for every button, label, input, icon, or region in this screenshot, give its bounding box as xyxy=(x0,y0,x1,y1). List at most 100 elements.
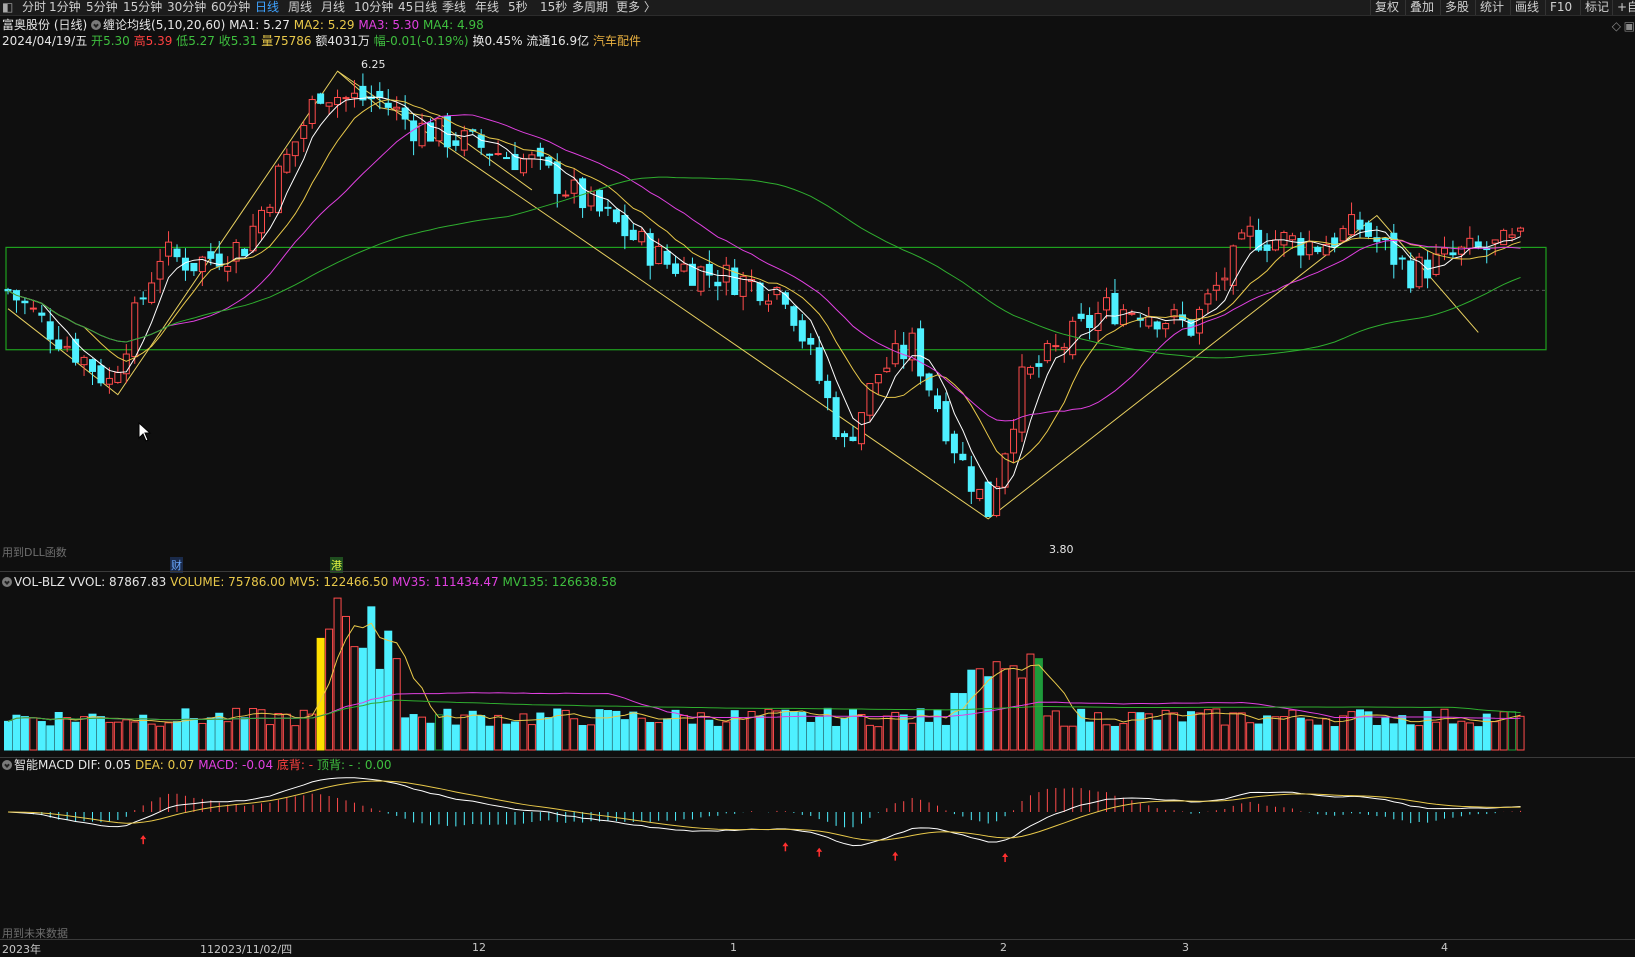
volume-bar[interactable] xyxy=(1347,711,1356,751)
tool-button-3[interactable]: 统计 xyxy=(1475,0,1508,15)
volume-bar[interactable] xyxy=(612,710,621,751)
candle[interactable] xyxy=(621,204,629,250)
candle[interactable] xyxy=(765,293,772,312)
candle[interactable] xyxy=(950,430,958,464)
volume-bar[interactable] xyxy=(232,707,241,751)
candle[interactable] xyxy=(1508,228,1516,242)
volume-bar[interactable] xyxy=(595,709,604,751)
volume-bar[interactable] xyxy=(1465,722,1474,751)
indicator-name[interactable]: 缠论均线(5,10,20,60) xyxy=(103,18,226,32)
volume-bar[interactable] xyxy=(629,711,638,751)
volume-bar[interactable] xyxy=(274,713,283,751)
volume-bar[interactable] xyxy=(409,714,418,751)
period-tab-1[interactable]: 1分钟 xyxy=(49,0,81,14)
candle[interactable] xyxy=(1128,309,1136,316)
candle[interactable] xyxy=(1398,255,1406,270)
candle[interactable] xyxy=(1010,418,1018,464)
period-tab-0[interactable]: 分时 xyxy=(22,0,47,14)
volume-bar[interactable] xyxy=(1077,708,1086,751)
volume-bar[interactable] xyxy=(215,712,224,751)
volume-bar[interactable] xyxy=(874,726,883,751)
candle[interactable] xyxy=(114,365,122,384)
candle[interactable] xyxy=(655,238,663,265)
volume-bar[interactable] xyxy=(553,708,562,751)
volume-bar[interactable] xyxy=(1254,723,1263,751)
candle[interactable] xyxy=(350,79,358,108)
candle[interactable] xyxy=(824,374,832,411)
volume-bar[interactable] xyxy=(536,712,545,751)
volume-bar[interactable] xyxy=(882,715,891,751)
candle[interactable] xyxy=(908,327,916,372)
candle[interactable] xyxy=(1229,244,1237,295)
candle[interactable] xyxy=(97,358,105,387)
candle[interactable] xyxy=(1364,220,1372,240)
candle[interactable] xyxy=(105,367,113,394)
volume-bar[interactable] xyxy=(375,668,384,751)
candle[interactable] xyxy=(587,186,595,211)
volume-bar[interactable] xyxy=(282,713,291,751)
volume-bar[interactable] xyxy=(1474,726,1483,751)
candle[interactable] xyxy=(1238,229,1246,240)
candle[interactable] xyxy=(815,336,823,385)
volume-bar[interactable] xyxy=(147,723,156,751)
volume-bar[interactable] xyxy=(426,722,435,751)
period-tab-5[interactable]: 60分钟 xyxy=(211,0,251,14)
candle[interactable] xyxy=(249,213,257,253)
candle[interactable] xyxy=(1288,232,1296,249)
candle[interactable] xyxy=(553,153,561,208)
candle[interactable] xyxy=(80,355,88,376)
volume-bar[interactable] xyxy=(857,713,866,751)
volume-bar[interactable] xyxy=(730,710,739,751)
window-icon[interactable]: ▣ xyxy=(1623,19,1635,33)
candle[interactable] xyxy=(1162,322,1170,338)
candle[interactable] xyxy=(21,297,29,315)
volume-bar[interactable] xyxy=(620,719,629,751)
candle[interactable] xyxy=(1103,287,1110,319)
volume-bar[interactable] xyxy=(1060,725,1069,751)
volume-bar[interactable] xyxy=(1144,713,1153,751)
candle[interactable] xyxy=(891,330,899,368)
volume-bar[interactable] xyxy=(840,717,849,751)
volume-bar[interactable] xyxy=(198,722,207,751)
candle[interactable] xyxy=(1204,288,1212,314)
candle[interactable] xyxy=(976,488,984,502)
volume-bar[interactable] xyxy=(249,708,258,751)
candle[interactable] xyxy=(401,95,409,130)
volume-bar[interactable] xyxy=(1364,711,1373,751)
candle[interactable] xyxy=(596,188,603,217)
volume-bar[interactable] xyxy=(772,710,781,751)
volume-bar[interactable] xyxy=(1203,709,1212,751)
volume-bar[interactable] xyxy=(460,714,469,751)
candle[interactable] xyxy=(1356,211,1364,239)
volume-bar[interactable] xyxy=(1187,711,1195,751)
volume-bar[interactable] xyxy=(468,710,477,751)
volume-bar[interactable] xyxy=(130,721,139,751)
candle[interactable] xyxy=(1517,226,1525,236)
volume-bar[interactable] xyxy=(1406,724,1415,751)
volume-bar[interactable] xyxy=(299,709,308,751)
candle[interactable] xyxy=(367,85,375,113)
candle[interactable] xyxy=(798,314,806,349)
volume-bar[interactable] xyxy=(1043,715,1052,751)
volume-bar[interactable] xyxy=(1001,668,1010,751)
volume-bar[interactable] xyxy=(29,717,38,751)
volume-bar[interactable] xyxy=(1279,716,1288,751)
volume-bar[interactable] xyxy=(1153,719,1162,751)
candle[interactable] xyxy=(494,140,502,156)
candle[interactable] xyxy=(173,244,181,262)
volume-bar[interactable] xyxy=(798,711,807,751)
volume-bar[interactable] xyxy=(603,710,612,751)
candle[interactable] xyxy=(1086,307,1094,340)
volume-bar[interactable] xyxy=(637,717,646,751)
volume-bar[interactable] xyxy=(1330,726,1339,751)
volume-bar[interactable] xyxy=(88,713,97,751)
candle[interactable] xyxy=(1153,320,1161,338)
volume-bar[interactable] xyxy=(1482,713,1491,751)
volume-bar[interactable] xyxy=(350,646,359,751)
volume-bar[interactable] xyxy=(308,713,317,751)
volume-bar[interactable] xyxy=(1018,677,1026,751)
volume-bar[interactable] xyxy=(1102,724,1111,751)
candle[interactable] xyxy=(258,206,265,240)
candlestick-chart[interactable] xyxy=(0,50,1635,560)
tool-button-4[interactable]: 画线 xyxy=(1510,0,1543,15)
